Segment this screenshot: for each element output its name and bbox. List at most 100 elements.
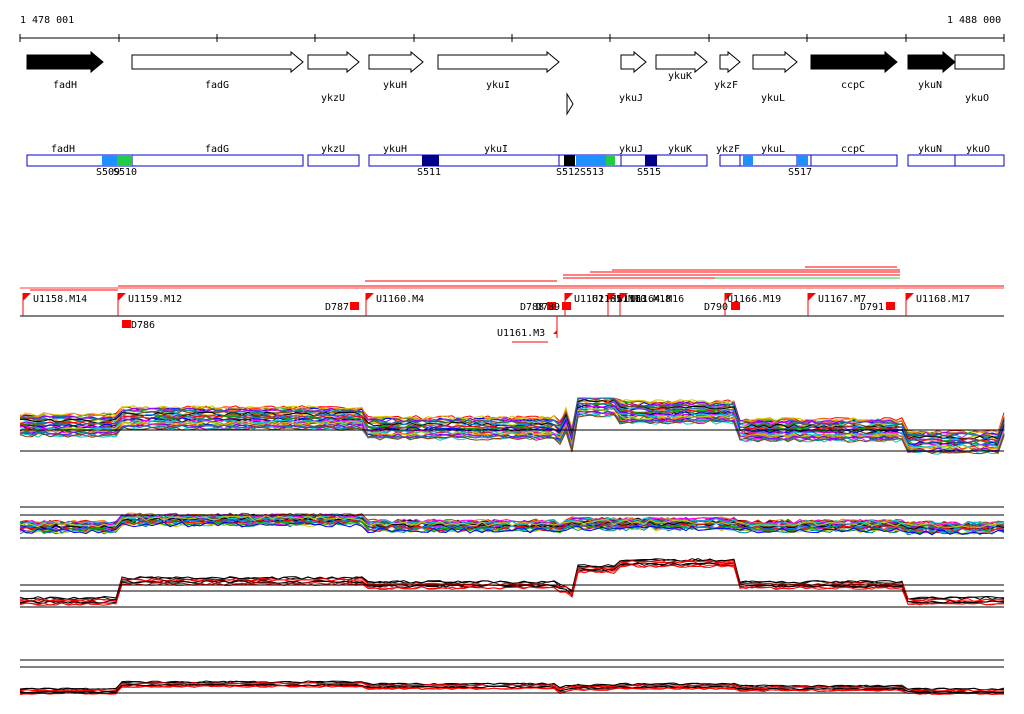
downshift-D789[interactable]: D789 xyxy=(536,302,571,313)
transcript-U1164.M16[interactable]: U1164.M16 xyxy=(619,293,684,316)
site-block[interactable] xyxy=(797,155,808,166)
site-label-S512: S512 xyxy=(556,167,580,178)
transcript-flag xyxy=(366,293,374,301)
probe-ykuO[interactable]: ykuO xyxy=(954,144,1005,167)
gene-label: ccpC xyxy=(841,80,865,91)
site-block[interactable] xyxy=(576,155,606,166)
downshift-square xyxy=(731,302,740,310)
site-block[interactable] xyxy=(117,155,132,166)
gene-ykuL[interactable]: ykuL xyxy=(752,50,798,104)
downshift-D787[interactable]: D787 xyxy=(325,302,359,313)
coordinate-ruler: 1 478 001 1 488 000 xyxy=(19,15,1005,42)
probe-label: ykuO xyxy=(966,144,990,155)
gene-ykuH[interactable]: ykuH xyxy=(368,50,424,91)
probe-box xyxy=(131,154,304,167)
site-block[interactable] xyxy=(743,155,753,166)
gene-label: ykuI xyxy=(486,80,510,91)
probe-ykuI[interactable]: ykuI xyxy=(422,144,560,167)
downshift-D790[interactable]: D790 xyxy=(704,302,740,313)
gene-arrow-shape xyxy=(307,50,360,74)
transcript-U1166.M19[interactable]: U1166.M19 xyxy=(724,293,781,316)
transcript-U1158.M14[interactable]: U1158.M14 xyxy=(22,293,87,316)
probe-box xyxy=(307,154,360,167)
probe-label: ykuN xyxy=(918,144,942,155)
downshift-label: D787 xyxy=(325,302,349,313)
site-block[interactable] xyxy=(564,155,575,166)
transcript-label: U1168.M17 xyxy=(916,294,970,305)
probe-fadG[interactable]: fadG xyxy=(131,144,304,167)
gene-fadH[interactable]: fadH xyxy=(26,50,104,91)
transcript-U1160.M4[interactable]: U1160.M4 xyxy=(365,293,424,316)
transcript-flag xyxy=(808,293,816,301)
probe-ccpC[interactable]: ccpC xyxy=(810,144,898,167)
profile-line xyxy=(19,521,1005,536)
probe-label: ykuJ xyxy=(619,144,643,155)
profile-line xyxy=(19,399,1005,440)
gene-ccpC[interactable]: ccpC xyxy=(810,50,898,91)
site-block[interactable] xyxy=(606,155,615,166)
profile-line xyxy=(19,557,1005,600)
gene-label: ykuN xyxy=(918,80,942,91)
profile-track-all-conditions xyxy=(19,397,1005,455)
gene-arrow-shape xyxy=(907,50,956,74)
gene-ykuJ[interactable]: ykuJ xyxy=(619,50,647,104)
probe-ykuN[interactable]: ykuN xyxy=(907,144,956,167)
probe-label: ykuI xyxy=(484,144,508,155)
probe-ykzU[interactable]: ykzU xyxy=(307,144,360,167)
ruler-start-label: 1 478 001 xyxy=(20,15,74,26)
probe-box xyxy=(422,154,560,167)
transcript-U1168.M17[interactable]: U1168.M17 xyxy=(905,293,970,316)
gene-arrow-shape xyxy=(620,50,647,74)
gene-ykuK[interactable]: ykuK xyxy=(655,50,708,82)
probe-ykzF[interactable]: ykzF xyxy=(716,144,741,167)
gene-fadG[interactable]: fadG xyxy=(131,50,304,91)
downshift-label: D791 xyxy=(860,302,884,313)
transcript-flag xyxy=(23,293,31,301)
gene-arrow-shape xyxy=(752,50,798,74)
transcript-U1163.M18[interactable]: U1163.M18 xyxy=(607,293,671,316)
transcript-label: U1159.M12 xyxy=(128,294,182,305)
probe-box xyxy=(719,154,741,167)
gene-ykzF[interactable]: ykzF xyxy=(714,50,741,91)
transcript-flag xyxy=(906,293,914,301)
profile-track-selected-residuals xyxy=(19,659,1005,696)
gene-ykuN[interactable]: ykuN xyxy=(907,50,956,91)
transcript-label: U1167.M7 xyxy=(818,294,866,305)
gene-label: fadH xyxy=(53,80,77,91)
profile-line xyxy=(19,403,1005,446)
expression-profile-tracks xyxy=(19,397,1005,696)
gene-arrow-shape xyxy=(655,50,708,74)
gene-label: ykuJ xyxy=(619,93,643,104)
probe-ykuH[interactable]: ykuH xyxy=(368,144,424,167)
transcript-label: U1165.M10 xyxy=(592,294,646,305)
transcript-U1159.M12[interactable]: U1159.M12 xyxy=(117,293,182,316)
site-block[interactable] xyxy=(422,155,439,166)
probe-label: ykzF xyxy=(716,144,740,155)
downshift-square xyxy=(122,320,131,328)
transcript-U1167.M7[interactable]: U1167.M7 xyxy=(807,293,866,316)
site-block[interactable] xyxy=(645,155,657,166)
gene-arrow-shape xyxy=(810,50,898,74)
gene-ykuI[interactable]: ykuI xyxy=(437,50,560,91)
profile-line xyxy=(19,680,1005,691)
gene-ykzU[interactable]: ykzU xyxy=(307,50,360,104)
transcript-flag xyxy=(620,293,628,301)
downshift-D786[interactable]: D786 xyxy=(122,320,155,331)
transcript-U1161.M3[interactable]: U1161.M3 xyxy=(497,316,558,339)
profile-track-residuals xyxy=(19,506,1005,539)
profile-line xyxy=(19,560,1005,602)
probe-ykuJ[interactable]: ykuJ xyxy=(619,144,647,167)
gene-arrow-shape xyxy=(131,50,304,74)
gene-arrow-shape xyxy=(26,50,104,74)
downshift-D788[interactable]: D788 xyxy=(520,302,556,313)
transcript-flag xyxy=(565,293,573,301)
downshift-label: D789 xyxy=(536,302,560,313)
downshift-D791[interactable]: D791 xyxy=(860,302,895,313)
gene-ykuO[interactable]: ykuO xyxy=(954,54,1005,104)
probe-label: ccpC xyxy=(841,144,865,155)
profile-line xyxy=(19,563,1005,606)
downshift-square xyxy=(562,302,571,310)
probe-box xyxy=(954,154,1005,167)
site-block[interactable] xyxy=(102,155,117,166)
